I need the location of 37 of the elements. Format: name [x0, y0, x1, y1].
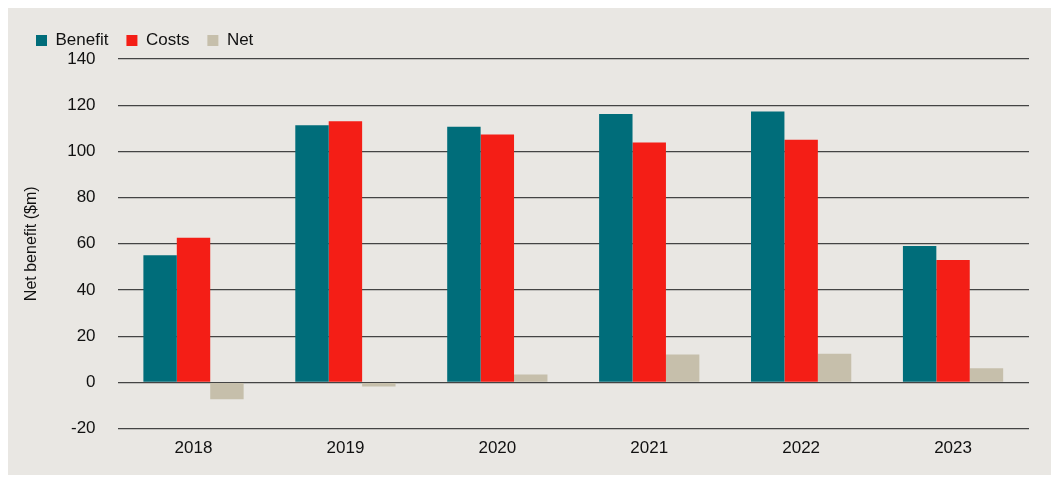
- y-tick-label: 60: [76, 233, 96, 253]
- bar: [632, 142, 666, 382]
- legend-label: Net: [226, 30, 254, 50]
- bar: [751, 111, 785, 382]
- y-tick-label: 140: [67, 48, 96, 68]
- y-tick-label: 40: [76, 279, 96, 299]
- x-tick-label: 2021: [630, 438, 669, 458]
- bar: [784, 139, 818, 382]
- bar: [902, 245, 937, 382]
- bar: [599, 113, 633, 382]
- bar: [969, 368, 1004, 382]
- bar: [447, 126, 481, 382]
- bar: [362, 383, 396, 387]
- y-tick-label: 80: [76, 187, 96, 207]
- bar: [210, 383, 244, 400]
- bar: [143, 255, 177, 382]
- y-tick-label: 120: [67, 94, 96, 114]
- y-tick-label: 100: [67, 141, 96, 161]
- x-tick-label: 2019: [326, 438, 365, 458]
- legend-label: Benefit: [55, 30, 109, 50]
- bar: [936, 259, 970, 382]
- y-tick-label: 20: [76, 325, 96, 345]
- x-tick-label: 2022: [782, 438, 821, 458]
- bar: [480, 134, 515, 382]
- bar: [176, 237, 211, 382]
- y-axis-title: Net benefit ($m): [22, 186, 40, 302]
- x-tick-label: 2020: [478, 438, 517, 458]
- x-tick-label: 2018: [174, 438, 213, 458]
- y-tick-label: 0: [86, 372, 96, 392]
- bar: [328, 121, 363, 382]
- bar: [514, 374, 548, 382]
- bar: [665, 354, 700, 382]
- legend-label: Costs: [145, 30, 190, 50]
- bar: [295, 125, 329, 382]
- x-tick-label: 2023: [934, 438, 972, 458]
- y-tick-label: -20: [70, 418, 96, 438]
- bar: [817, 353, 852, 382]
